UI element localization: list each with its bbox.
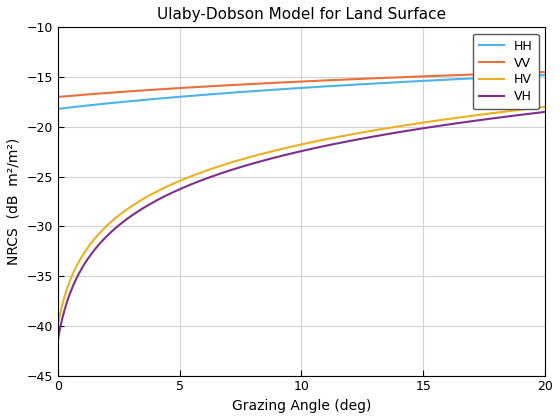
HH	[251, 89, 258, 94]
HV	[443, 117, 450, 122]
Line: HV: HV	[58, 107, 545, 326]
Line: VV: VV	[58, 72, 545, 97]
HH	[389, 80, 396, 85]
VV	[251, 81, 258, 87]
HV	[251, 153, 258, 158]
HH	[104, 101, 111, 106]
VH	[104, 233, 111, 238]
VH	[269, 156, 276, 161]
VV	[54, 94, 61, 100]
HV	[389, 125, 396, 130]
HH	[269, 87, 276, 92]
Title: Ulaby-Dobson Model for Land Surface: Ulaby-Dobson Model for Land Surface	[157, 7, 446, 22]
HV	[435, 118, 441, 123]
VV	[389, 75, 396, 80]
Line: HH: HH	[58, 75, 545, 109]
HH	[54, 106, 61, 111]
VH	[435, 123, 441, 129]
Y-axis label: NRCS  (dB  m²/m²): NRCS (dB m²/m²)	[7, 138, 21, 265]
VV	[443, 73, 450, 78]
HV	[269, 149, 276, 154]
X-axis label: Grazing Angle (deg): Grazing Angle (deg)	[232, 399, 371, 413]
Line: VH: VH	[58, 112, 545, 341]
VH	[54, 338, 61, 343]
HH	[435, 78, 441, 83]
HV	[104, 223, 111, 228]
VH	[251, 160, 258, 165]
VH	[443, 122, 450, 127]
VV	[435, 73, 441, 78]
HH	[542, 73, 548, 78]
VV	[104, 90, 111, 95]
HV	[542, 105, 548, 110]
HH	[443, 77, 450, 82]
HV	[54, 323, 61, 328]
VV	[269, 80, 276, 85]
Legend: HH, VV, HV, VH: HH, VV, HV, VH	[473, 34, 539, 109]
VH	[542, 109, 548, 114]
VV	[542, 70, 548, 75]
VH	[389, 131, 396, 136]
